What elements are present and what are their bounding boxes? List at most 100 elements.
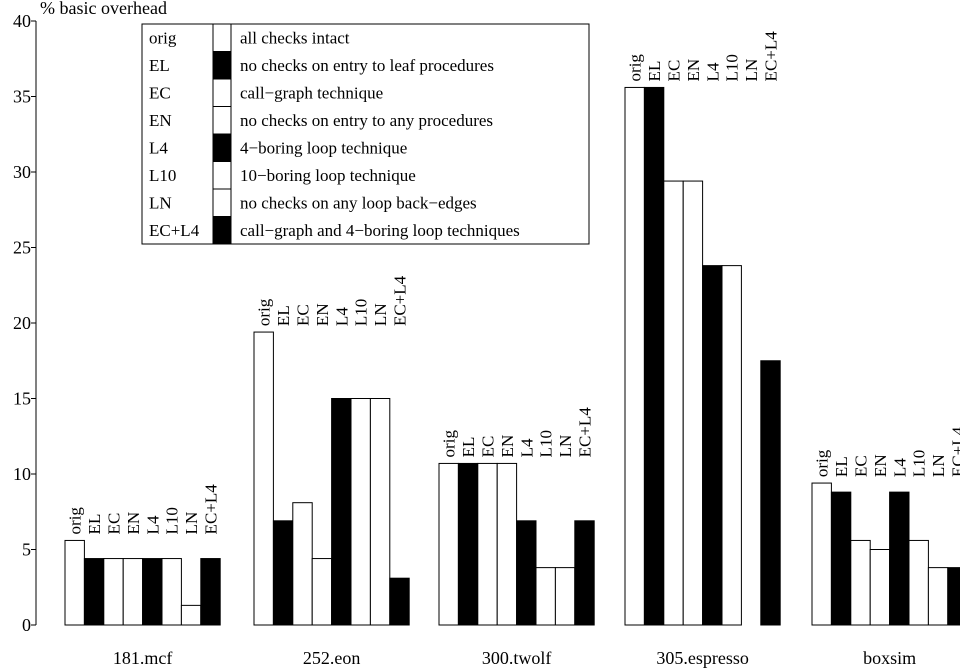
bar	[554, 567, 576, 626]
bar	[161, 558, 182, 626]
legend-key: LN	[149, 194, 172, 213]
legend-key: EC	[149, 84, 171, 103]
bar	[927, 567, 949, 626]
bar-series-label: LN	[556, 435, 575, 458]
bar-series-label: EC+L4	[202, 484, 221, 535]
y-tick-label: 0	[22, 615, 31, 635]
category-label: 181.mcf	[113, 648, 172, 668]
bar-series-label: LN	[371, 303, 390, 326]
y-tick-label: 10	[13, 464, 31, 484]
bar-series-label: EC+L4	[391, 275, 410, 326]
bar	[64, 539, 85, 626]
bar-series-label: orig	[255, 298, 274, 326]
bar-series-label: EL	[832, 456, 851, 477]
bar	[389, 577, 410, 626]
bar	[574, 520, 595, 626]
bar-series-label: EN	[871, 454, 890, 477]
legend-description: 10−boring loop technique	[240, 166, 416, 185]
bar-series-label: EL	[274, 305, 293, 326]
bar	[850, 539, 871, 626]
bar-group: orig EL EC EN L4 L10 LN EC+L4 300.twolf	[438, 407, 595, 668]
legend-row: orig all checks intact	[149, 23, 350, 52]
bar-series-label: EL	[85, 514, 104, 535]
bar-series-label: orig	[813, 449, 832, 477]
legend-key: orig	[149, 29, 177, 48]
bar-series-label: L10	[723, 54, 742, 81]
bar	[200, 558, 221, 626]
bar-series-label: L10	[352, 299, 371, 326]
bar	[889, 491, 910, 626]
bar	[142, 558, 163, 626]
bar	[369, 398, 391, 626]
bar	[477, 462, 498, 626]
legend-row: EC+L4 call−graph and 4−boring loop techni…	[149, 216, 520, 245]
y-tick-label: 20	[13, 313, 31, 333]
category-label: 252.eon	[303, 648, 361, 668]
legend-swatch	[212, 216, 232, 245]
bar-series-label: L4	[517, 438, 536, 457]
bar-series-label: L4	[703, 62, 722, 81]
bar-series-label: LN	[929, 454, 948, 477]
bar-series-label: LN	[182, 512, 201, 535]
y-tick-label: 30	[13, 162, 31, 182]
bar-series-label: orig	[440, 430, 459, 458]
legend-key: L4	[149, 139, 168, 158]
legend-swatch	[212, 106, 232, 135]
legend-swatch	[212, 188, 232, 217]
bar	[103, 558, 124, 626]
bar-series-label: EC	[479, 436, 498, 458]
bar-group: orig EL EC EN L4 L10 LN EC+L4 305.espresso	[624, 31, 781, 668]
bar	[663, 180, 684, 626]
bar-series-label: EC+L4	[576, 407, 595, 458]
category-label: 305.espresso	[656, 648, 749, 668]
legend-swatch	[212, 78, 232, 107]
bar-series-label: EL	[459, 437, 478, 458]
bar	[624, 86, 645, 626]
bar-group: orig EL EC EN L4 L10 LN EC+L4 boxsim	[811, 426, 960, 668]
legend-swatch	[212, 161, 232, 190]
category-label: boxsim	[863, 648, 916, 668]
legend-row: L10 10−boring loop technique	[149, 161, 416, 190]
y-axis-label: % basic overhead	[40, 0, 167, 18]
bar-series-label: L10	[163, 507, 182, 534]
bar-series-label: EC+L4	[762, 31, 781, 82]
bar	[830, 491, 852, 626]
legend-row: LN no checks on any loop back−edges	[149, 188, 477, 217]
bar	[947, 567, 960, 626]
y-tick-label: 35	[13, 87, 31, 107]
legend-row: EN no checks on entry to any procedures	[149, 106, 493, 135]
bar	[438, 462, 459, 626]
bar-series-label: L4	[143, 515, 162, 534]
legend: orig all checks intact EL no checks on entr…	[141, 23, 590, 245]
bar-series-label: L4	[332, 307, 351, 326]
bar	[760, 360, 781, 626]
legend-row: EL no checks on entry to leaf procedures	[149, 51, 494, 80]
legend-key: EC+L4	[149, 221, 200, 240]
bar-series-label: EC	[665, 60, 684, 82]
bar	[350, 398, 371, 626]
bar-series-label: L10	[537, 430, 556, 457]
bar	[702, 265, 723, 626]
bar-series-label: EN	[313, 303, 332, 326]
bar	[180, 604, 202, 626]
bar	[253, 331, 274, 626]
bar-group: orig EL EC EN L4 L10 LN EC+L4 181.mcf	[64, 484, 221, 668]
legend-row: L4 4−boring loop technique	[149, 133, 407, 162]
legend-description: call−graph technique	[240, 84, 383, 103]
y-axis: 0 5 10 15 20 25 30 35 40 % basic overhead	[13, 0, 167, 635]
legend-description: all checks intact	[240, 29, 350, 48]
bar	[272, 520, 294, 626]
bar-series-label: EL	[645, 61, 664, 82]
bar-group: orig EL EC EN L4 L10 LN EC+L4 252.eon	[253, 275, 410, 668]
bar-series-label: EC	[105, 513, 124, 535]
bar	[331, 398, 352, 626]
y-tick-label: 25	[13, 238, 31, 258]
bar	[535, 567, 556, 626]
bar	[496, 462, 518, 626]
bar	[721, 265, 742, 626]
bar-series-label: orig	[66, 507, 85, 535]
bar-series-label: EN	[124, 512, 143, 535]
bar-series-label: EC+L4	[949, 426, 960, 477]
